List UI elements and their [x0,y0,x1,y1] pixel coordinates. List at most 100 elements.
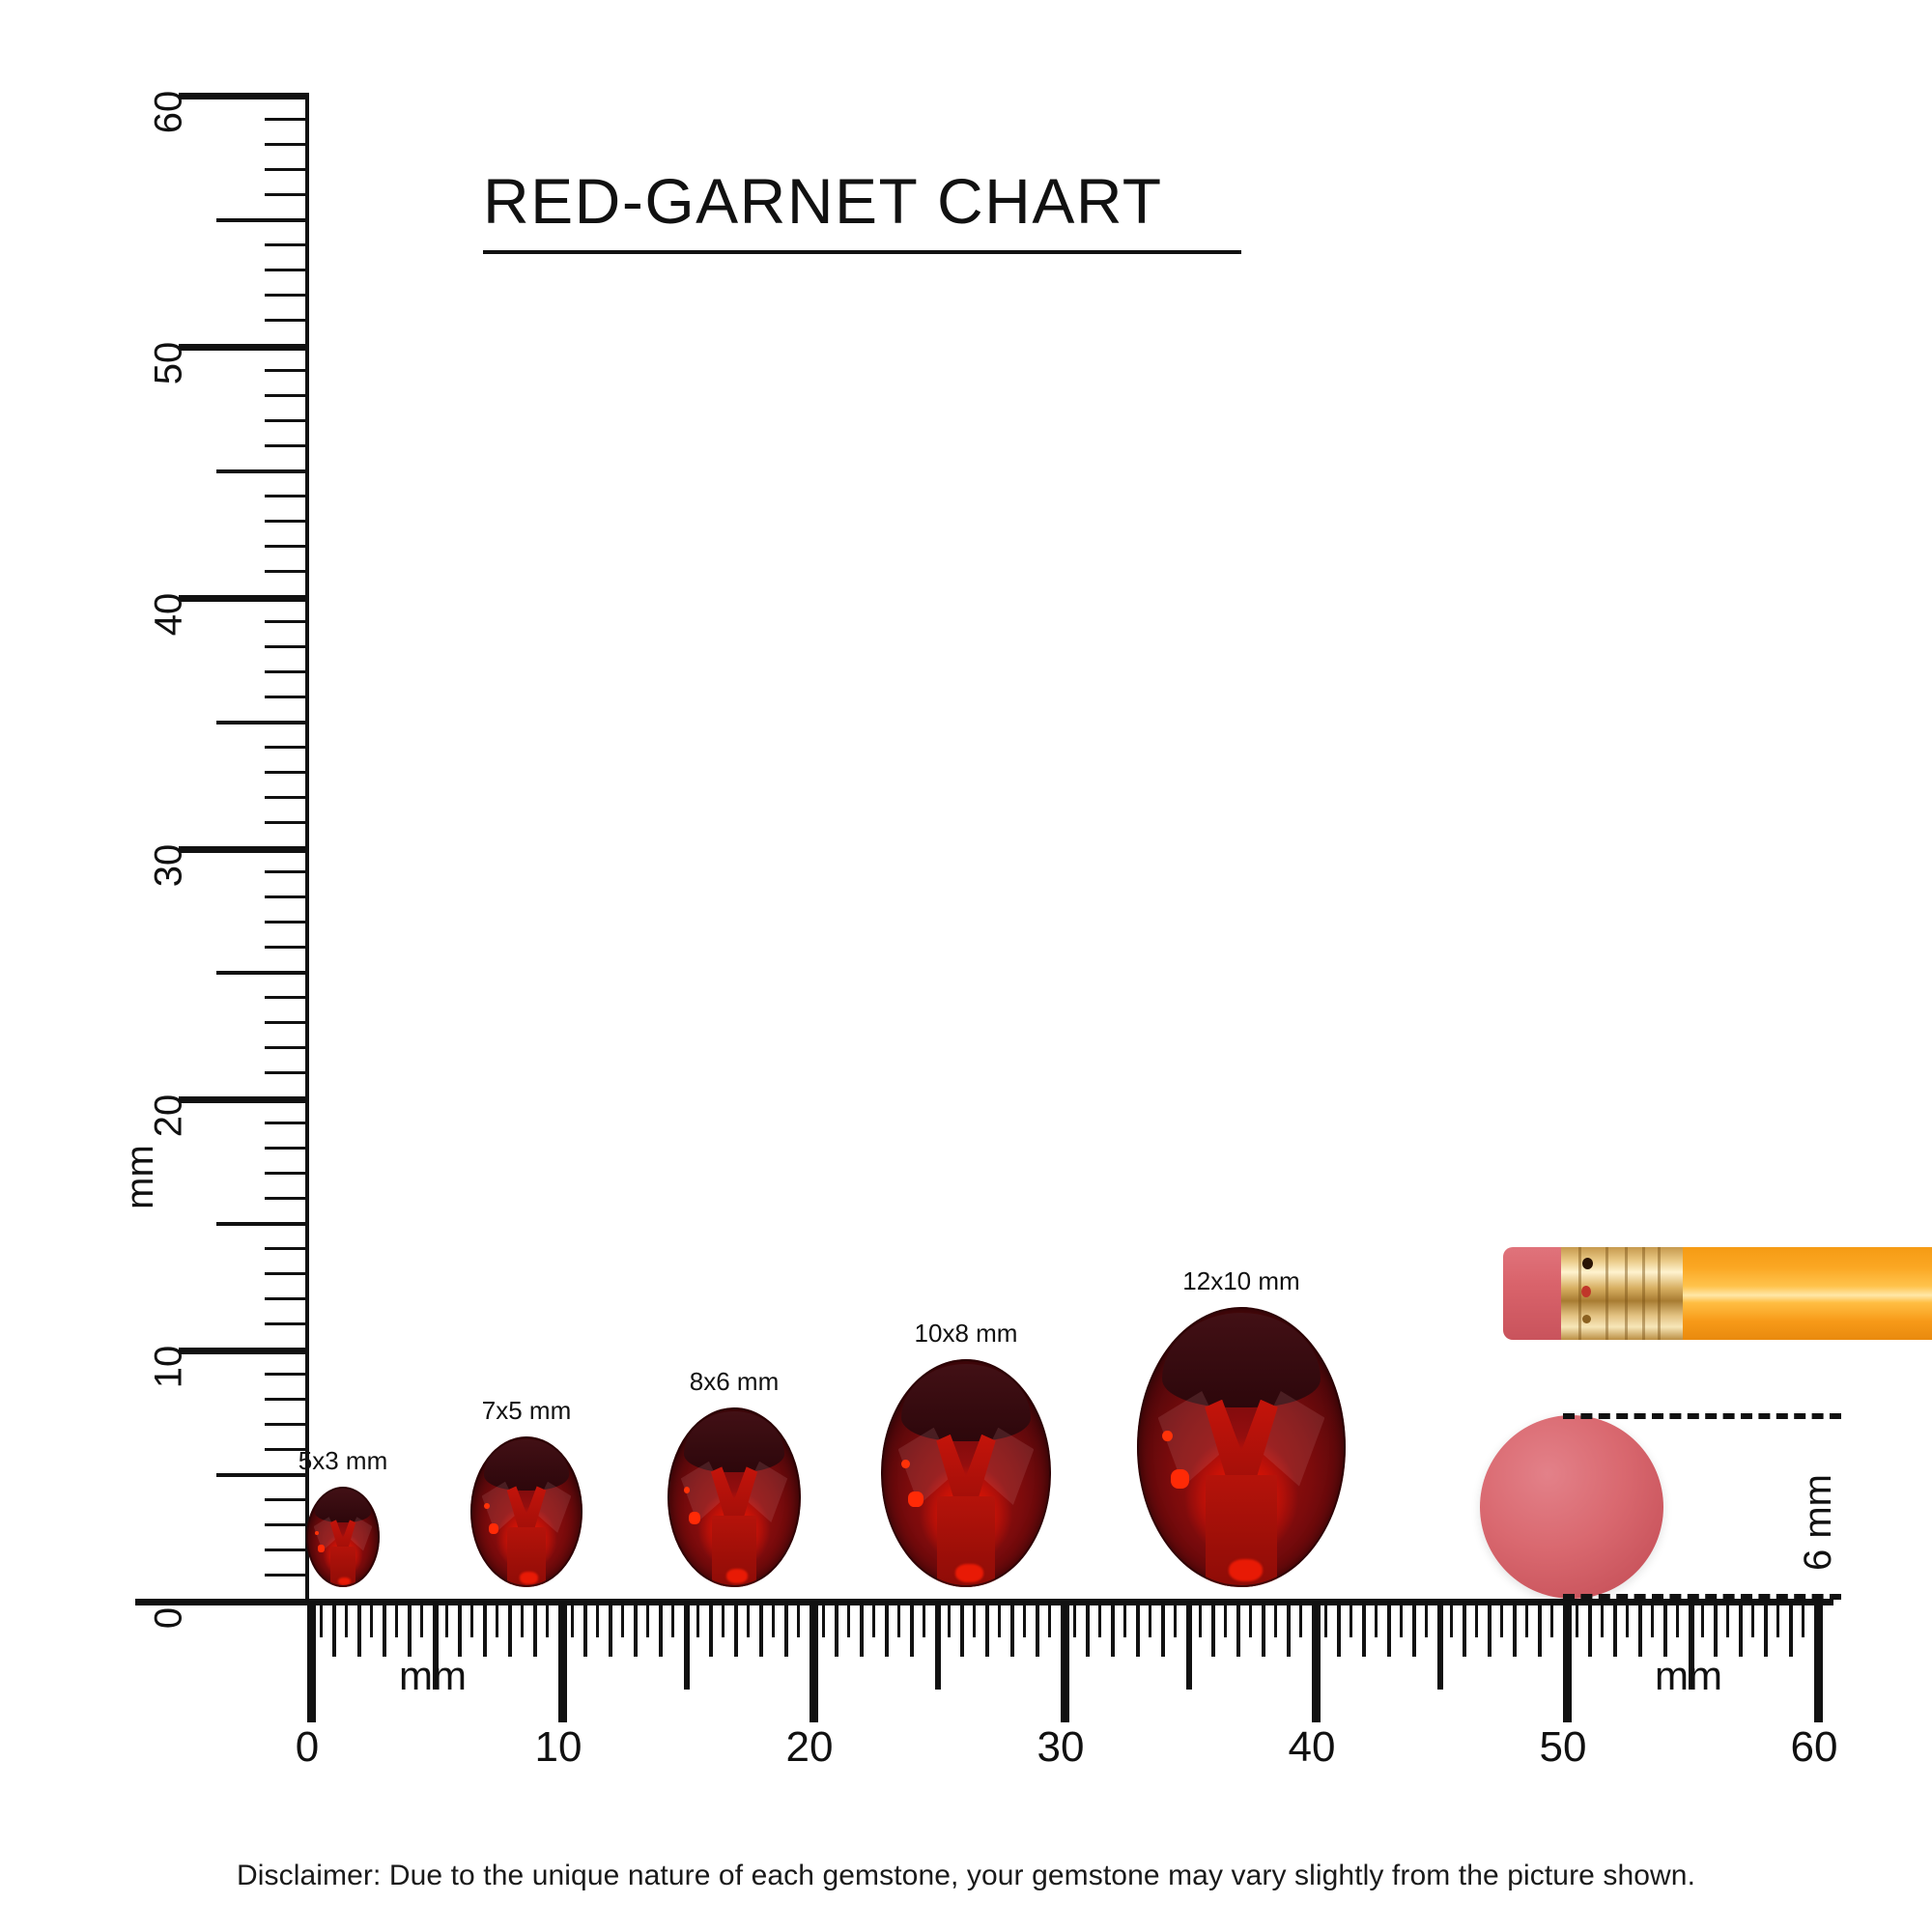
horizontal-ruler-tick [1601,1603,1604,1637]
horizontal-ruler-tick [1437,1603,1443,1690]
horizontal-ruler-tick [1513,1603,1517,1657]
vertical-ruler-label: 60 [147,90,189,134]
horizontal-ruler: 0 10 20 30 40 50 60 mm mm [296,1603,1837,1769]
eraser-size-label: 6 mm [1797,1474,1839,1571]
horizontal-ruler-tick [1739,1603,1743,1657]
vertical-ruler-tick [265,519,309,523]
title-underline [483,250,1241,254]
horizontal-ruler-unit-label: mm [399,1653,467,1698]
vertical-ruler-tick [265,1523,309,1527]
horizontal-ruler-tick [621,1603,624,1637]
vertical-ruler-tick [265,418,309,422]
vertical-ruler-tick [179,594,309,602]
horizontal-ruler-tick [696,1603,699,1637]
gemstone-facet [955,1564,983,1583]
measure-bracket-top [1563,1413,1841,1419]
horizontal-ruler-tick [897,1603,900,1637]
horizontal-ruler-tick [433,1603,439,1690]
horizontal-ruler-tick [1676,1603,1679,1637]
horizontal-ruler-tick [1211,1603,1215,1657]
horizontal-ruler-tick [722,1603,724,1637]
gemstone-facet [306,1487,380,1587]
page-title: RED-GARNET CHART [483,165,1163,237]
horizontal-ruler-label: 0 [295,1723,320,1771]
gemstone-item: 5x3 mm [298,1448,387,1599]
vertical-ruler-tick [216,1473,309,1478]
horizontal-ruler-tick [1274,1603,1277,1637]
gemstone-facet [1170,1469,1189,1490]
gemstone-facet [1137,1307,1346,1587]
horizontal-ruler-tick [1199,1603,1202,1637]
vertical-ruler-unit-label: mm [118,1145,161,1209]
horizontal-ruler-label: 40 [1288,1723,1336,1771]
vertical-ruler-tick [265,494,309,497]
horizontal-ruler-tick [1123,1603,1126,1637]
vertical-ruler-tick [265,870,309,874]
horizontal-ruler-tick [1425,1603,1428,1637]
horizontal-ruler-label: 10 [534,1723,582,1771]
horizontal-ruler-tick [1563,1603,1572,1722]
horizontal-ruler-tick [395,1603,398,1637]
vertical-ruler-tick [216,1222,309,1227]
vertical-ruler-tick [265,1272,309,1276]
gemstone [306,1487,380,1587]
vertical-ruler-tick [265,669,309,673]
vertical-ruler-tick [179,1096,309,1104]
vertical-ruler-label: 50 [147,341,189,385]
vertical-ruler-tick [265,192,309,196]
gemstone [1137,1307,1346,1587]
horizontal-ruler-tick [1023,1603,1026,1637]
horizontal-ruler-tick [546,1603,549,1637]
horizontal-ruler-tick [1663,1603,1667,1657]
vertical-ruler-tick [265,770,309,774]
vertical-ruler-tick [265,268,309,271]
horizontal-ruler-tick [910,1603,914,1657]
horizontal-ruler-tick [420,1603,423,1637]
gemstone-facet [1229,1559,1263,1582]
horizontal-ruler-tick [1626,1603,1629,1637]
horizontal-ruler-tick [847,1603,850,1637]
horizontal-ruler-tick [1299,1603,1302,1637]
gemstone-size-label: 7x5 mm [481,1396,572,1425]
horizontal-ruler-tick [1613,1603,1617,1657]
vertical-ruler: 60 50 40 30 20 10 0 [135,90,309,1629]
vertical-ruler-tick [265,820,309,824]
horizontal-ruler-tick [1751,1603,1754,1637]
gemstone-facet [1161,1430,1173,1442]
horizontal-ruler-tick [835,1603,838,1657]
horizontal-ruler-tick [1538,1603,1542,1657]
vertical-ruler-label: 30 [147,843,189,887]
horizontal-ruler-tick [583,1603,587,1657]
gemstone-facet [725,1569,748,1584]
vertical-ruler-tick [265,1046,309,1050]
horizontal-ruler-tick [508,1603,512,1657]
gemstone-facet [488,1523,498,1535]
horizontal-ruler-tick [646,1603,649,1637]
horizontal-ruler-tick [1550,1603,1553,1637]
ferrule-ring [1658,1247,1661,1340]
vertical-ruler-tick [216,971,309,976]
horizontal-ruler-tick [772,1603,775,1637]
horizontal-ruler-tick [383,1603,386,1657]
horizontal-ruler-tick [1010,1603,1014,1657]
horizontal-ruler-tick [483,1603,487,1657]
vertical-ruler-tick [265,1423,309,1427]
gemstone-item: 7x5 mm [470,1398,582,1599]
ferrule-dot [1582,1315,1591,1323]
horizontal-ruler-tick [1362,1603,1366,1657]
gemstone-item: 12x10 mm [1137,1268,1346,1599]
vertical-ruler-tick [179,93,309,99]
horizontal-ruler-tick [1588,1603,1592,1657]
horizontal-ruler-tick [960,1603,964,1657]
vertical-ruler-tick [265,318,309,322]
vertical-ruler-tick [265,569,309,573]
vertical-ruler-tick [265,644,309,648]
pencil-body [1683,1247,1932,1340]
horizontal-ruler-tick [1802,1603,1804,1637]
vertical-ruler-tick [179,343,309,351]
horizontal-ruler-tick [1224,1603,1227,1637]
horizontal-ruler-tick [345,1603,348,1637]
horizontal-ruler-tick [948,1603,951,1637]
baseline-zero-line [135,1599,1833,1605]
horizontal-ruler-tick [1450,1603,1453,1637]
